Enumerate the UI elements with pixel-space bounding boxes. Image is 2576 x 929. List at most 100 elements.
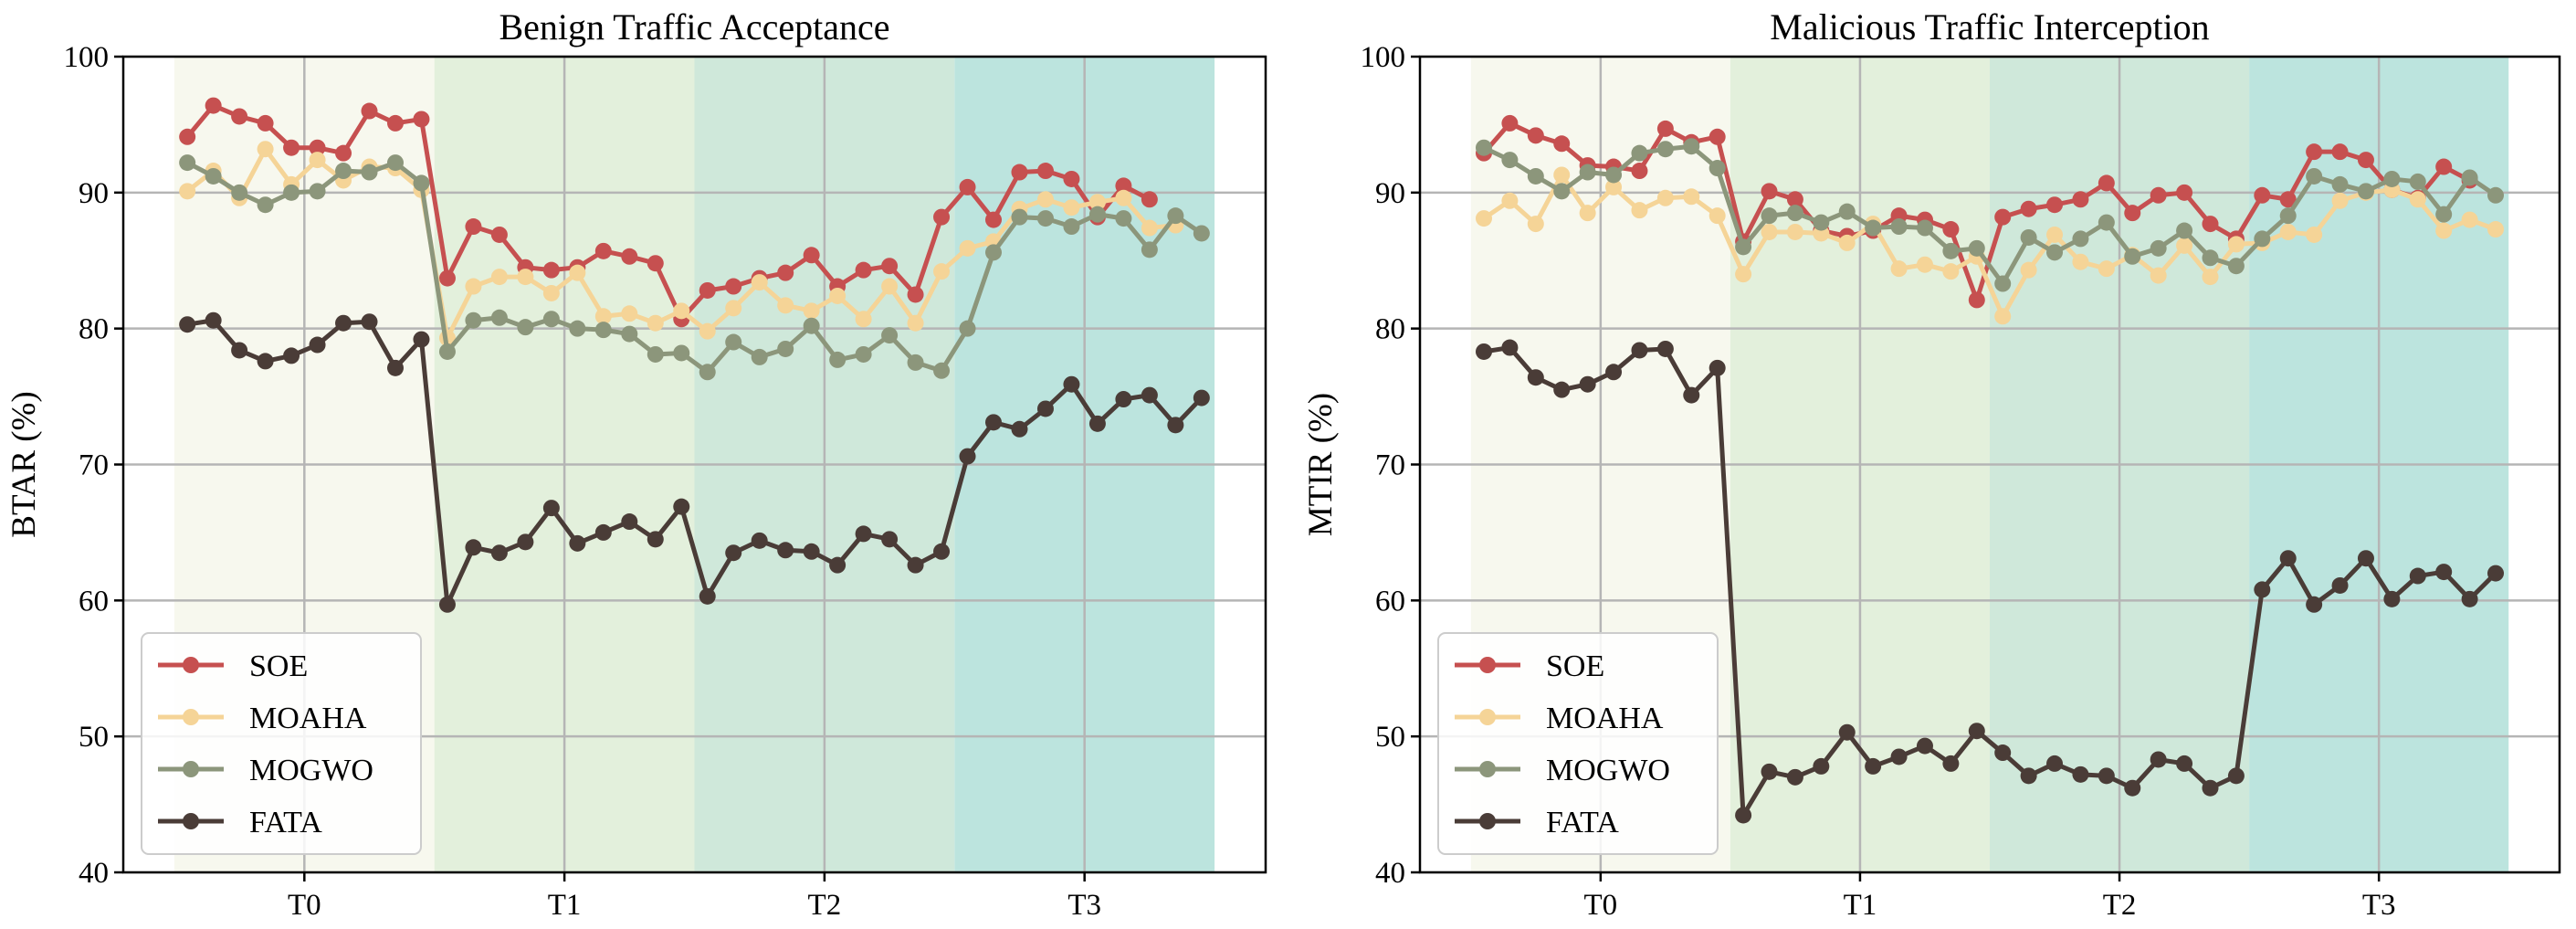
legend-label-fata: FATA	[249, 806, 322, 839]
data-point-moaha	[673, 302, 690, 320]
data-point-mogwo	[1141, 241, 1158, 259]
data-point-fata	[2331, 576, 2349, 594]
data-point-mogwo	[1193, 225, 1210, 242]
data-point-soe	[205, 97, 222, 114]
data-point-soe	[2306, 143, 2323, 161]
legend-marker-mogwo	[1479, 761, 1496, 777]
data-point-fata	[2176, 755, 2193, 772]
legend-label-mogwo: MOGWO	[1546, 754, 1670, 787]
data-point-soe	[1115, 177, 1132, 195]
x-tick-label: T0	[288, 889, 321, 922]
data-point-fata	[438, 596, 456, 613]
data-point-fata	[2357, 550, 2374, 567]
data-point-moaha	[699, 322, 716, 340]
data-point-mogwo	[361, 164, 378, 181]
data-point-soe	[959, 178, 976, 195]
data-point-mogwo	[673, 344, 690, 362]
chart-title: Malicious Traffic Interception	[1770, 6, 2209, 48]
data-point-soe	[2124, 205, 2141, 222]
series-line-fata	[186, 318, 1204, 607]
data-point-moaha	[933, 263, 951, 280]
data-point-mogwo	[1761, 207, 1778, 225]
data-point-moaha	[1605, 178, 1623, 195]
y-tick-label: 60	[79, 585, 109, 618]
data-point-mogwo	[1115, 210, 1132, 227]
data-point-soe	[1553, 135, 1571, 153]
data-point-mogwo	[542, 311, 560, 328]
data-point-mogwo	[1579, 164, 1596, 181]
data-point-fata	[2227, 767, 2245, 785]
data-point-mogwo	[2435, 206, 2453, 223]
data-point-moaha	[542, 284, 560, 301]
data-point-mogwo	[179, 154, 196, 172]
data-point-fata	[1115, 391, 1132, 408]
data-point-fata	[594, 523, 612, 541]
data-point-fata	[2046, 755, 2064, 772]
data-point-moaha	[2487, 221, 2505, 238]
data-point-soe	[1631, 163, 1648, 180]
data-point-mogwo	[803, 317, 820, 334]
data-point-mogwo	[621, 325, 638, 343]
data-point-mogwo	[1968, 239, 1985, 257]
data-point-soe	[438, 269, 456, 287]
data-point-moaha	[1475, 210, 1492, 227]
data-point-mogwo	[1683, 138, 1700, 155]
data-point-mogwo	[1709, 160, 1726, 177]
data-point-moaha	[594, 308, 612, 325]
data-point-fata	[1475, 343, 1492, 360]
data-point-soe	[933, 208, 951, 226]
data-point-soe	[386, 114, 404, 132]
legend-marker-soe	[1479, 657, 1496, 673]
x-tick-label: T2	[808, 889, 842, 922]
data-point-fata	[179, 316, 196, 333]
data-point-mogwo	[1838, 203, 1856, 220]
data-point-moaha	[907, 314, 924, 332]
data-point-moaha	[725, 300, 742, 317]
data-point-mogwo	[2176, 222, 2193, 239]
data-point-moaha	[2202, 269, 2219, 286]
data-point-mogwo	[2227, 258, 2245, 275]
data-point-soe	[2072, 191, 2089, 208]
y-tick-label: 50	[79, 721, 109, 754]
series-line-fata	[1483, 345, 2497, 818]
data-point-fata	[725, 544, 742, 562]
y-tick-label: 50	[1375, 721, 1405, 754]
data-point-moaha	[465, 278, 482, 295]
data-point-soe	[179, 128, 196, 145]
legend-marker-fata	[1479, 813, 1496, 829]
y-tick-label: 40	[79, 857, 109, 890]
legend-box	[141, 632, 422, 855]
data-point-mogwo	[751, 348, 768, 365]
data-point-mogwo	[1813, 214, 1830, 231]
data-point-fata	[1994, 744, 2012, 762]
data-point-fata	[751, 532, 768, 549]
data-point-soe	[2435, 158, 2453, 175]
data-point-mogwo	[413, 174, 430, 192]
data-point-mogwo	[465, 311, 482, 329]
data-point-moaha	[2046, 226, 2064, 243]
x-tick-label: T0	[1584, 889, 1618, 922]
data-point-moaha	[1656, 189, 1674, 206]
y-tick-label: 90	[1375, 177, 1405, 210]
legend-marker-fata	[183, 813, 199, 829]
data-point-mogwo	[1942, 242, 1960, 259]
data-point-moaha	[2176, 237, 2193, 254]
data-point-mogwo	[2279, 207, 2297, 225]
data-point-mogwo	[257, 196, 274, 214]
data-point-fata	[1036, 400, 1054, 417]
data-point-fata	[1088, 415, 1106, 432]
data-point-soe	[1036, 163, 1054, 180]
data-point-fata	[283, 347, 300, 364]
data-point-fata	[2487, 565, 2505, 582]
y-tick-label: 90	[79, 177, 109, 210]
data-point-soe	[881, 258, 899, 275]
data-point-moaha	[1036, 191, 1054, 208]
data-point-soe	[907, 286, 924, 303]
data-point-soe	[1656, 120, 1674, 137]
data-point-soe	[465, 218, 482, 236]
data-point-moaha	[1631, 202, 1648, 219]
data-point-mogwo	[933, 362, 951, 379]
data-point-moaha	[1063, 199, 1080, 216]
data-point-soe	[2279, 191, 2297, 208]
